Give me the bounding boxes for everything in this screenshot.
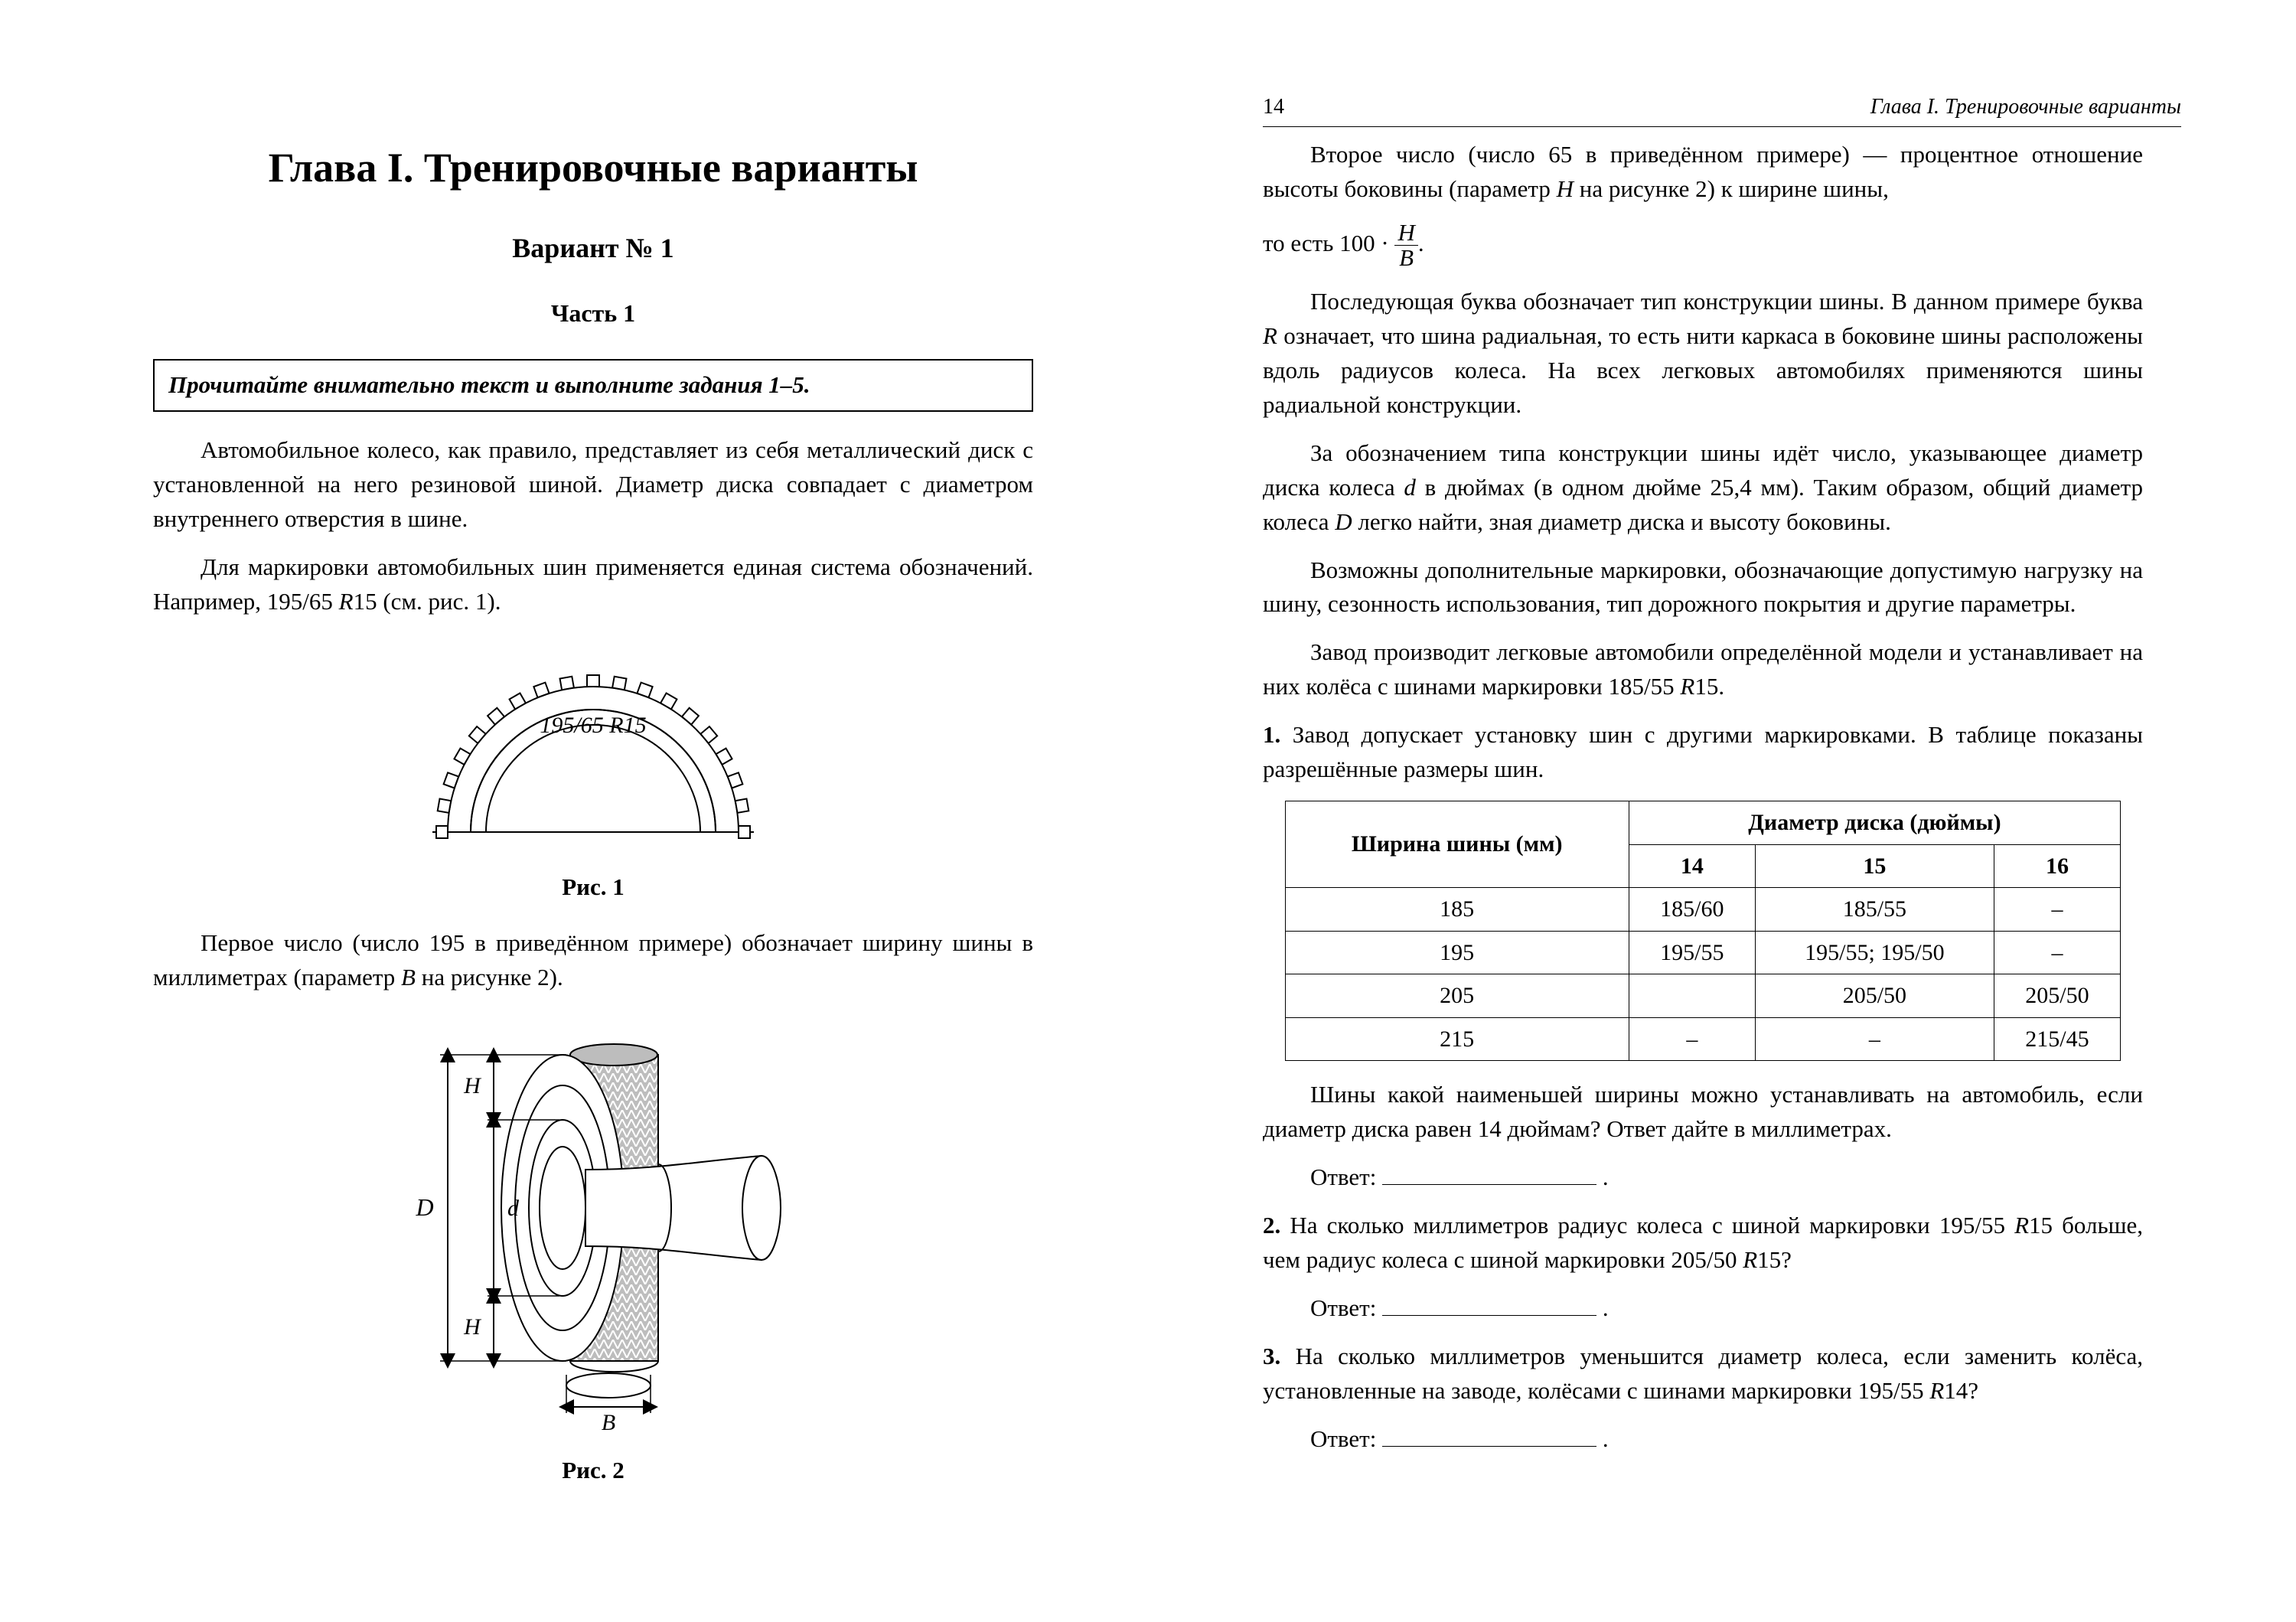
paragraph-1: Автомобильное колесо, как правило, предс… [153, 433, 1033, 537]
label-B: B [602, 1410, 615, 1435]
tire-arc-svg: 195/65 R15 [394, 633, 792, 855]
wheel-diagram-svg: D d H H B [333, 1009, 853, 1438]
paragraph-2: Для маркировки автомобильных шин применя… [153, 550, 1033, 619]
question-1-after: Шины какой наименьшей ширины можно устан… [1263, 1078, 2143, 1147]
r-paragraph-3: За обозначением типа конструкции шины ид… [1263, 436, 2143, 540]
paragraph-3: Первое число (число 195 в приведённом пр… [153, 926, 1033, 995]
label-H-top: H [463, 1073, 482, 1098]
th-diameter-group: Диаметр диска (дюймы) [1629, 801, 2121, 845]
right-page: 14 Глава I. Тренировочные варианты Второ… [1148, 0, 2296, 1622]
fig1-label: 195/65 R15 [540, 713, 646, 738]
answer-blank[interactable] [1382, 1292, 1596, 1316]
th-width: Ширина шины (мм) [1285, 801, 1629, 888]
instruction-text: Прочитайте внимательно текст и выполните… [168, 371, 810, 398]
page-number: 14 [1263, 92, 1284, 123]
instruction-box: Прочитайте внимательно текст и выполните… [153, 359, 1033, 412]
fraction-H-B: H B [1394, 220, 1417, 271]
r-paragraph-1a: Второе число (число 65 в приведённом при… [1263, 138, 2143, 207]
answer-1: Ответ: . [1263, 1160, 2143, 1195]
part-title: Часть 1 [153, 295, 1033, 331]
answer-blank[interactable] [1382, 1423, 1596, 1447]
question-3: 3. На сколько миллиметров уменьшится диа… [1263, 1340, 2143, 1408]
figure-2: D d H H B [153, 1009, 1033, 1447]
th-14: 14 [1629, 844, 1756, 888]
chapter-title: Глава I. Тренировочные варианты [153, 138, 1033, 197]
label-D: D [415, 1193, 433, 1221]
table-row: 195 195/55 195/55; 195/50 – [1285, 931, 2121, 974]
figure-1-caption: Рис. 1 [153, 870, 1033, 905]
answer-3: Ответ: . [1263, 1422, 2143, 1457]
table-row: 185 185/60 185/55 – [1285, 888, 2121, 932]
answer-blank[interactable] [1382, 1161, 1596, 1185]
r-paragraph-2: Последующая буква обозначает тип констру… [1263, 285, 2143, 423]
table-row: 215 – – 215/45 [1285, 1017, 2121, 1061]
figure-1: 195/65 R15 [153, 633, 1033, 865]
r-paragraph-5: Завод производит легковые автомобили опр… [1263, 635, 2143, 704]
question-2: 2. На сколько миллиметров радиус колеса … [1263, 1209, 2143, 1278]
page-spread: Глава I. Тренировочные варианты Вариант … [0, 0, 2296, 1622]
label-d: d [507, 1196, 520, 1221]
running-head: 14 Глава I. Тренировочные варианты [1263, 92, 2181, 127]
r-paragraph-1b: то есть 100 · H B . [1263, 220, 2143, 271]
table-row: 205 205/50 205/50 [1285, 974, 2121, 1018]
label-H-bottom: H [463, 1314, 482, 1340]
variant-title: Вариант № 1 [153, 228, 1033, 268]
r-paragraph-4: Возможны дополнительные маркировки, обоз… [1263, 553, 2143, 622]
left-page: Глава I. Тренировочные варианты Вариант … [0, 0, 1148, 1622]
running-title: Глава I. Тренировочные варианты [1870, 92, 2181, 123]
tire-size-table: Ширина шины (мм) Диаметр диска (дюймы) 1… [1285, 801, 2122, 1061]
th-16: 16 [1994, 844, 2121, 888]
th-15: 15 [1756, 844, 1994, 888]
answer-2: Ответ: . [1263, 1291, 2143, 1326]
question-1-lead: 1. Завод допускает установку шин с други… [1263, 718, 2143, 787]
figure-2-caption: Рис. 2 [153, 1454, 1033, 1488]
